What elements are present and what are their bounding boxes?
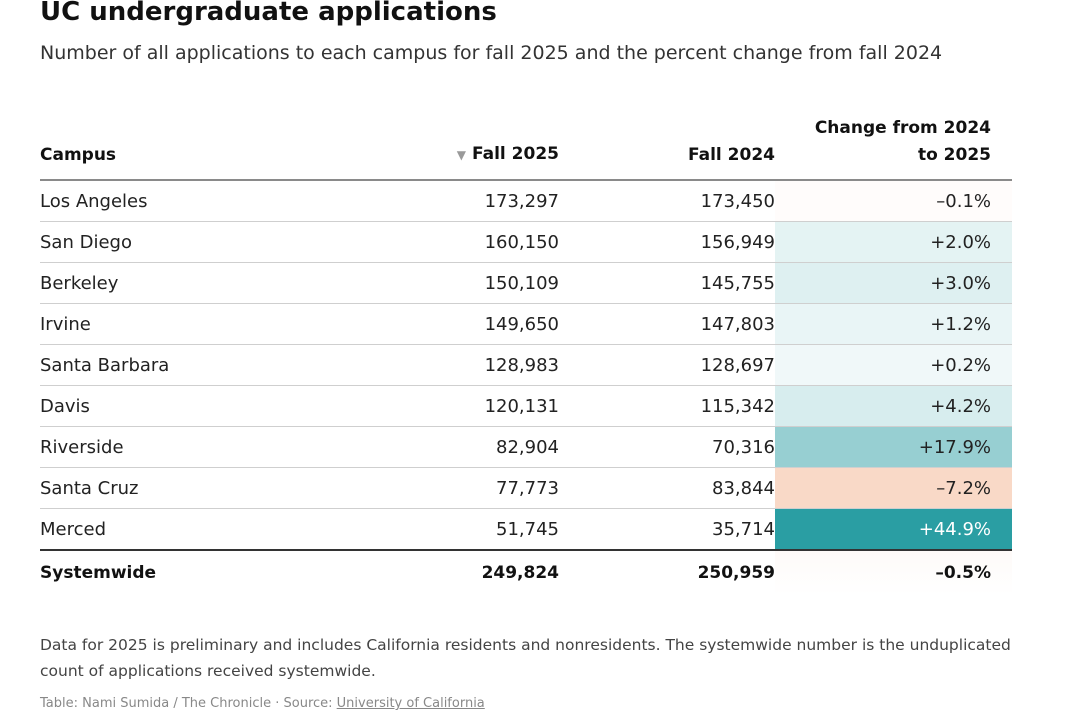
change-cell: +17.9%: [775, 426, 1012, 468]
fall-2025-cell: 82,904: [380, 426, 559, 468]
header-fall-2024-label: Fall 2024: [688, 145, 775, 165]
change-cell: –7.2%: [775, 467, 1012, 509]
campus-cell: Merced: [40, 508, 380, 551]
change-cell: –0.1%: [775, 180, 1012, 222]
fall-2024-cell: 173,450: [559, 180, 775, 222]
header-campus[interactable]: Campus: [40, 105, 380, 181]
fall-2024-cell: 145,755: [559, 262, 775, 304]
header-change-line1: Change from 2024: [814, 118, 991, 138]
campus-cell: Santa Cruz: [40, 467, 380, 509]
header-fall-2024[interactable]: Fall 2024: [559, 105, 775, 181]
table-row: Irvine 149,650 147,803 +1.2%: [40, 303, 1012, 345]
table-header: Campus ▼ Fall 2025 Fall 2024 Change from …: [40, 105, 1012, 181]
table-row: Riverside 82,904 70,316 +17.9%: [40, 426, 1012, 468]
total-change: –0.5%: [775, 550, 1012, 595]
applications-table: Campus ▼ Fall 2025 Fall 2024 Change from …: [40, 105, 1012, 595]
header-change-line2: to 2025: [917, 145, 991, 165]
campus-cell: Irvine: [40, 303, 380, 345]
fall-2025-cell: 128,983: [380, 344, 559, 386]
header-campus-label: Campus: [40, 145, 117, 165]
fall-2024-cell: 128,697: [559, 344, 775, 386]
change-cell: +44.9%: [775, 508, 1012, 551]
fall-2025-cell: 120,131: [380, 385, 559, 427]
table-body: Los Angeles 173,297 173,450 –0.1% San Diego 1…: [40, 180, 1012, 551]
credit-text: Table: Nami Sumida / The Chronicle · Sou…: [40, 696, 337, 711]
fall-2025-cell: 149,650: [380, 303, 559, 345]
campus-cell: San Diego: [40, 221, 380, 263]
table-row: Santa Barbara 128,983 128,697 +0.2%: [40, 344, 1012, 386]
change-cell: +3.0%: [775, 262, 1012, 304]
fall-2024-cell: 35,714: [559, 508, 775, 551]
fall-2024-cell: 83,844: [559, 467, 775, 509]
total-campus: Systemwide: [40, 563, 157, 583]
fall-2025-cell: 173,297: [380, 180, 559, 222]
change-cell: +1.2%: [775, 303, 1012, 345]
fall-2024-cell: 156,949: [559, 221, 775, 263]
total-row: Systemwide 249,824 250,959 –0.5%: [40, 550, 1012, 595]
chart-subtitle: Number of all applications to each campu…: [40, 42, 943, 64]
header-fall-2025-label: Fall 2025: [472, 144, 559, 164]
fall-2024-cell: 147,803: [559, 303, 775, 345]
header-change[interactable]: Change from 2024 to 2025: [775, 105, 1012, 181]
campus-cell: Los Angeles: [40, 180, 380, 222]
total-fall-2024: 250,959: [697, 563, 775, 583]
header-fall-2025[interactable]: ▼ Fall 2025: [380, 105, 559, 181]
table-row: Davis 120,131 115,342 +4.2%: [40, 385, 1012, 427]
table-row: Los Angeles 173,297 173,450 –0.1%: [40, 180, 1012, 222]
source-link[interactable]: University of California: [336, 696, 485, 711]
change-cell: +0.2%: [775, 344, 1012, 386]
campus-cell: Berkeley: [40, 262, 380, 304]
table-row: Berkeley 150,109 145,755 +3.0%: [40, 262, 1012, 304]
fall-2025-cell: 51,745: [380, 508, 559, 551]
credit-line: Table: Nami Sumida / The Chronicle · Sou…: [40, 696, 485, 711]
fall-2025-cell: 150,109: [380, 262, 559, 304]
fall-2025-cell: 77,773: [380, 467, 559, 509]
campus-cell: Davis: [40, 385, 380, 427]
table-row: Santa Cruz 77,773 83,844 –7.2%: [40, 467, 1012, 509]
fall-2024-cell: 115,342: [559, 385, 775, 427]
campus-cell: Riverside: [40, 426, 380, 468]
total-fall-2025: 249,824: [481, 563, 559, 583]
change-cell: +4.2%: [775, 385, 1012, 427]
sort-descending-icon[interactable]: ▼: [456, 148, 467, 162]
table-row: San Diego 160,150 156,949 +2.0%: [40, 221, 1012, 263]
fall-2025-cell: 160,150: [380, 221, 559, 263]
table-row: Merced 51,745 35,714 +44.9%: [40, 508, 1012, 551]
fall-2024-cell: 70,316: [559, 426, 775, 468]
footnote: Data for 2025 is preliminary and include…: [40, 636, 1011, 680]
campus-cell: Santa Barbara: [40, 344, 380, 386]
change-cell: +2.0%: [775, 221, 1012, 263]
header-row: Campus ▼ Fall 2025 Fall 2024 Change from …: [40, 105, 1012, 181]
chart-title: UC undergraduate applications: [40, 0, 497, 27]
table-footer: Systemwide 249,824 250,959 –0.5%: [40, 550, 1012, 595]
